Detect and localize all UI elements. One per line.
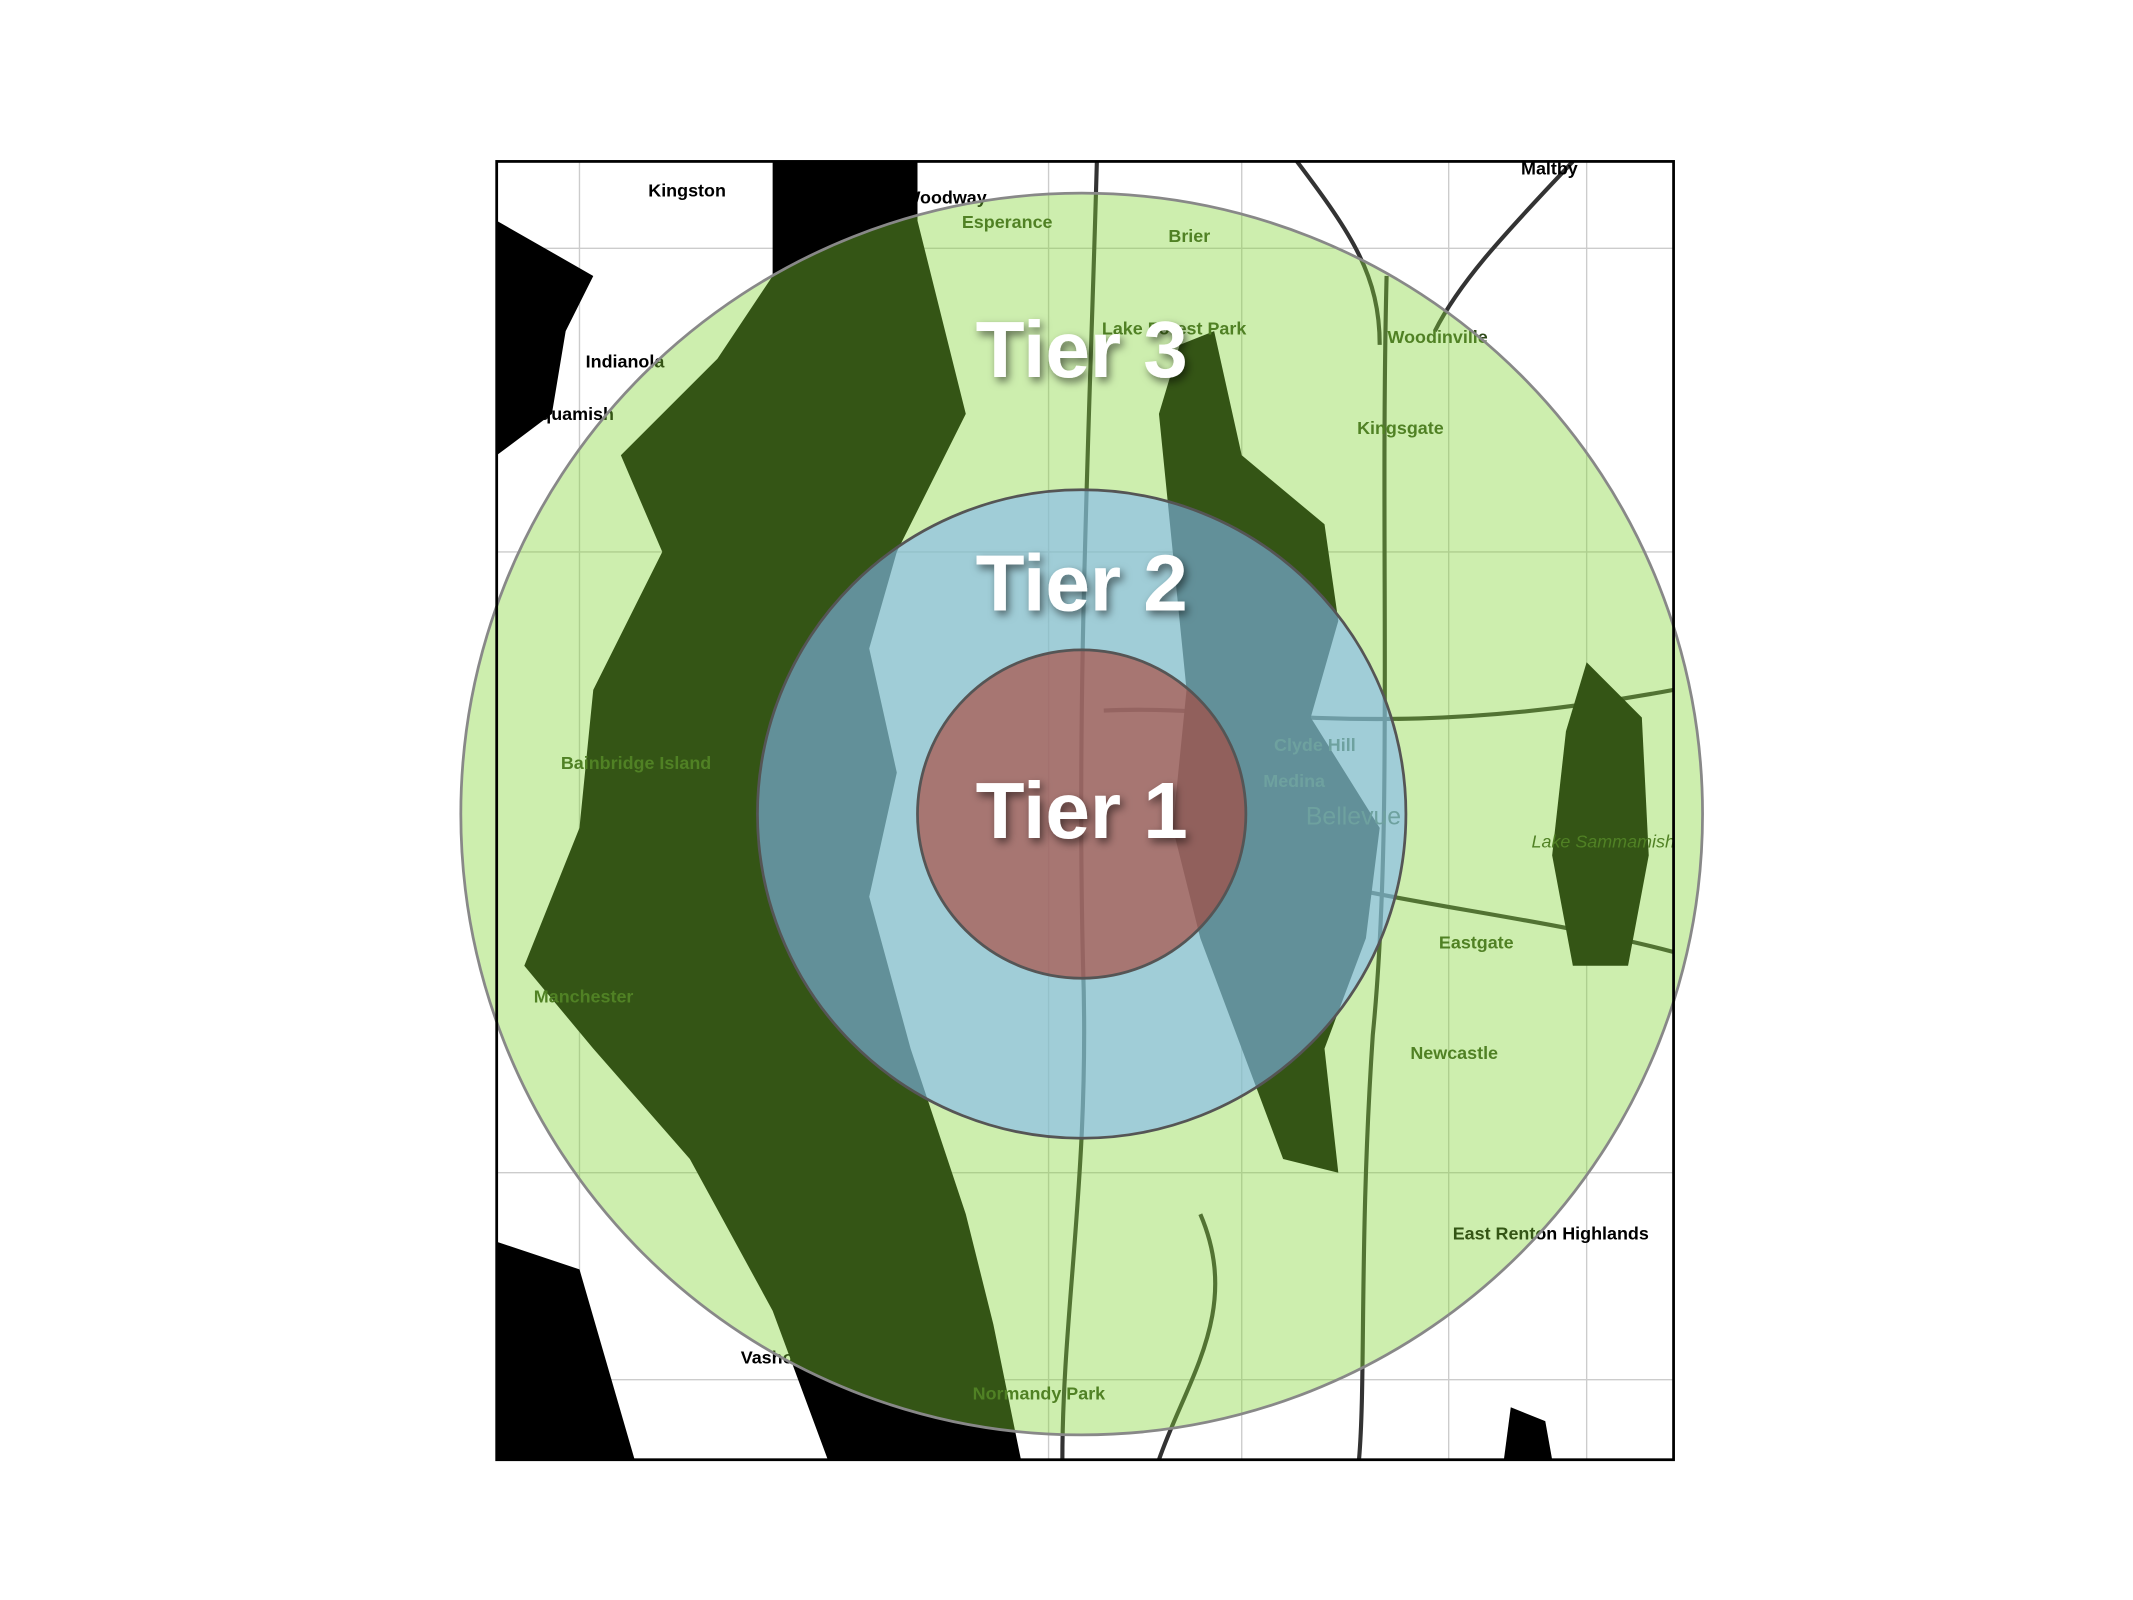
tier-1-ring xyxy=(916,648,1248,980)
place-label: East Renton Highlands xyxy=(1453,1224,1649,1244)
tier-label: Tier 1 xyxy=(976,766,1188,855)
place-label: Normandy Park xyxy=(973,1384,1106,1404)
place-label: Newcastle xyxy=(1410,1043,1498,1063)
place-label: Esperance xyxy=(962,212,1053,232)
place-label: Woodinville xyxy=(1388,327,1488,347)
place-label: Bainbridge Island xyxy=(561,753,711,773)
place-label: Indianola xyxy=(586,352,666,372)
place-label: Maltby xyxy=(1521,158,1578,178)
place-label: Brier xyxy=(1168,226,1210,246)
place-label: Manchester xyxy=(534,986,634,1006)
tier-labels: Tier 3 Tier 2 Tier 1 xyxy=(976,305,1188,855)
place-label: Kingston xyxy=(648,181,726,201)
place-label: Suquamish xyxy=(517,404,614,424)
place-label: Kingsgate xyxy=(1357,418,1444,438)
map-frame xyxy=(495,160,1675,1462)
tier-label: Tier 3 xyxy=(976,305,1188,394)
place-label: Eastgate xyxy=(1439,932,1514,952)
place-label: Lake Forest Park xyxy=(1102,318,1246,338)
place-label: Lake Sammamish xyxy=(1531,832,1674,852)
map: Kingston Woodway Maltby Esperance Brier Lake … xyxy=(459,158,1704,1462)
place-label: Woodway xyxy=(903,187,986,207)
tier-label: Tier 2 xyxy=(976,538,1188,627)
